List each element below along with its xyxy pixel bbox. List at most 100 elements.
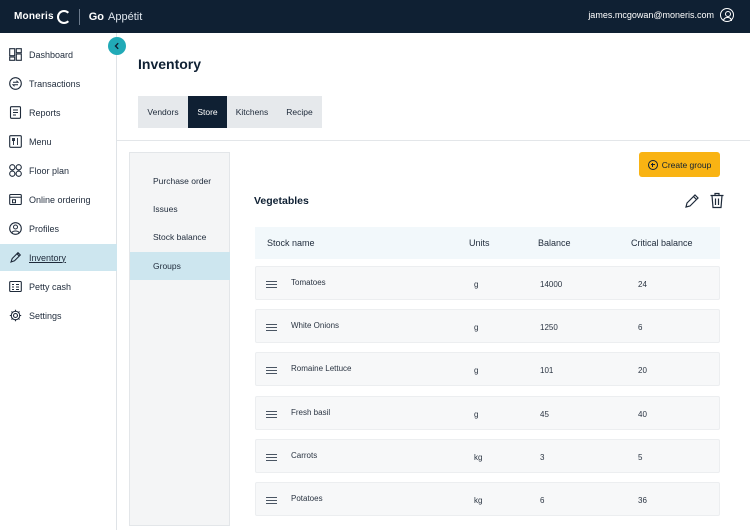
sidebar-item-label: Settings bbox=[29, 310, 62, 321]
sidebar-item-label: Menu bbox=[29, 136, 52, 147]
cell-balance: 3 bbox=[540, 453, 545, 462]
cell-balance: 14000 bbox=[540, 280, 563, 289]
table-row[interactable]: Potatoes kg 6 36 bbox=[255, 482, 720, 516]
cell-balance: 45 bbox=[540, 410, 549, 419]
sidebar-collapse-button[interactable] bbox=[108, 37, 126, 55]
sidebar-item-floor-plan[interactable]: Floor plan bbox=[0, 157, 117, 184]
cell-units: g bbox=[474, 323, 479, 332]
online-ordering-icon bbox=[9, 193, 22, 206]
cell-critical-balance: 20 bbox=[638, 366, 647, 375]
sidebar-item-settings[interactable]: Settings bbox=[0, 302, 117, 329]
brand-logo[interactable]: Moneris Go Appétit bbox=[14, 8, 143, 25]
cell-critical-balance: 40 bbox=[638, 410, 647, 419]
cell-stock-name: White Onions bbox=[291, 321, 340, 330]
cell-stock-name: Fresh basil bbox=[291, 408, 331, 417]
cell-critical-balance: 36 bbox=[638, 496, 647, 505]
sidebar: Dashboard Transactions Reports Menu Floo… bbox=[0, 33, 117, 530]
sidebar-item-menu[interactable]: Menu bbox=[0, 128, 117, 155]
drag-handle-icon[interactable] bbox=[266, 497, 277, 504]
cell-balance: 6 bbox=[540, 496, 545, 505]
settings-icon bbox=[9, 309, 22, 322]
sidebar-item-label: Reports bbox=[29, 107, 61, 118]
sidebar-item-label: Online ordering bbox=[29, 194, 91, 205]
inventory-icon bbox=[9, 251, 22, 264]
sidebar-item-label: Transactions bbox=[29, 78, 81, 89]
subnav-groups[interactable]: Groups bbox=[130, 252, 230, 280]
trash-icon[interactable] bbox=[709, 192, 725, 209]
drag-handle-icon[interactable] bbox=[266, 367, 277, 374]
create-group-button[interactable]: Create group bbox=[639, 152, 720, 177]
cell-units: g bbox=[474, 280, 479, 289]
dashboard-icon bbox=[9, 48, 22, 61]
subnav-issues[interactable]: Issues bbox=[153, 204, 178, 214]
group-title: Vegetables bbox=[254, 195, 309, 207]
sidebar-item-online-ordering[interactable]: Online ordering bbox=[0, 186, 117, 213]
brand-go: Go bbox=[88, 10, 105, 23]
table-row[interactable]: Carrots kg 3 5 bbox=[255, 439, 720, 473]
page-title: Inventory bbox=[138, 56, 202, 72]
column-header-stock-name[interactable]: Stock name bbox=[267, 238, 315, 248]
brand-moneris: Moneris bbox=[14, 11, 54, 22]
drag-handle-icon[interactable] bbox=[266, 324, 277, 331]
column-header-critical-balance[interactable]: Critical balance bbox=[631, 238, 693, 248]
cell-stock-name: Romaine Lettuce bbox=[291, 364, 352, 373]
cell-critical-balance: 5 bbox=[638, 453, 643, 462]
table-row[interactable]: Fresh basil g 45 40 bbox=[255, 396, 720, 430]
cell-balance: 101 bbox=[540, 366, 554, 375]
moneris-logo-icon bbox=[56, 9, 71, 24]
table-row[interactable]: Romaine Lettuce g 101 20 bbox=[255, 352, 720, 386]
sidebar-item-label: Profiles bbox=[29, 223, 60, 234]
column-header-units[interactable]: Units bbox=[469, 238, 490, 248]
store-subnav: Purchase order Issues Stock balance Grou… bbox=[129, 152, 230, 526]
content-divider bbox=[117, 140, 750, 141]
sidebar-item-dashboard[interactable]: Dashboard bbox=[0, 41, 117, 68]
tab-store[interactable]: Store bbox=[188, 96, 227, 128]
cell-units: g bbox=[474, 410, 479, 419]
drag-handle-icon[interactable] bbox=[266, 411, 277, 418]
subnav-purchase-order[interactable]: Purchase order bbox=[153, 176, 212, 186]
cell-stock-name: Potatoes bbox=[291, 494, 323, 503]
top-bar: Moneris Go Appétit james.mcgowan@moneris… bbox=[0, 0, 750, 33]
sidebar-item-petty-cash[interactable]: Petty cash bbox=[0, 273, 117, 300]
profiles-icon bbox=[9, 222, 22, 235]
table-row[interactable]: White Onions g 1250 6 bbox=[255, 309, 720, 343]
create-group-label: Create group bbox=[661, 159, 712, 170]
petty-cash-icon bbox=[9, 280, 22, 293]
sidebar-item-label: Dashboard bbox=[29, 49, 74, 60]
chevron-left-icon bbox=[114, 42, 119, 50]
sidebar-item-label: Inventory bbox=[29, 252, 67, 263]
tab-vendors[interactable]: Vendors bbox=[138, 96, 188, 128]
drag-handle-icon[interactable] bbox=[266, 281, 277, 288]
reports-icon bbox=[9, 106, 22, 119]
sidebar-item-profiles[interactable]: Profiles bbox=[0, 215, 117, 242]
cell-balance: 1250 bbox=[540, 323, 558, 332]
sidebar-item-label: Floor plan bbox=[29, 165, 70, 176]
cell-critical-balance: 6 bbox=[638, 323, 643, 332]
column-header-balance[interactable]: Balance bbox=[538, 238, 571, 248]
table-header: Stock name Units Balance Critical balanc… bbox=[255, 227, 720, 259]
cell-units: kg bbox=[474, 496, 483, 505]
tab-bar: Vendors Store Kitchens Recipe bbox=[138, 96, 322, 128]
sidebar-item-reports[interactable]: Reports bbox=[0, 99, 117, 126]
cell-stock-name: Carrots bbox=[291, 451, 318, 460]
cell-critical-balance: 24 bbox=[638, 280, 647, 289]
drag-handle-icon[interactable] bbox=[266, 454, 277, 461]
brand-appetit: Appétit bbox=[108, 10, 143, 23]
transactions-icon bbox=[9, 77, 22, 90]
subnav-stock-balance[interactable]: Stock balance bbox=[153, 232, 207, 242]
tab-kitchens[interactable]: Kitchens bbox=[227, 96, 277, 128]
edit-pencil-icon[interactable] bbox=[684, 193, 700, 209]
sidebar-item-label: Petty cash bbox=[29, 281, 72, 292]
menu-icon bbox=[9, 135, 22, 148]
tab-recipe[interactable]: Recipe bbox=[277, 96, 322, 128]
cell-units: kg bbox=[474, 453, 483, 462]
table-row[interactable]: Tomatoes g 14000 24 bbox=[255, 266, 720, 300]
sidebar-item-transactions[interactable]: Transactions bbox=[0, 70, 117, 97]
cell-stock-name: Tomatoes bbox=[291, 278, 326, 287]
user-account-icon[interactable] bbox=[720, 8, 734, 22]
plus-circle-icon bbox=[647, 159, 658, 170]
brand-divider bbox=[78, 8, 80, 25]
sidebar-item-inventory[interactable]: Inventory bbox=[0, 244, 117, 271]
cell-units: g bbox=[474, 366, 479, 375]
user-email[interactable]: james.mcgowan@moneris.com bbox=[588, 10, 714, 20]
